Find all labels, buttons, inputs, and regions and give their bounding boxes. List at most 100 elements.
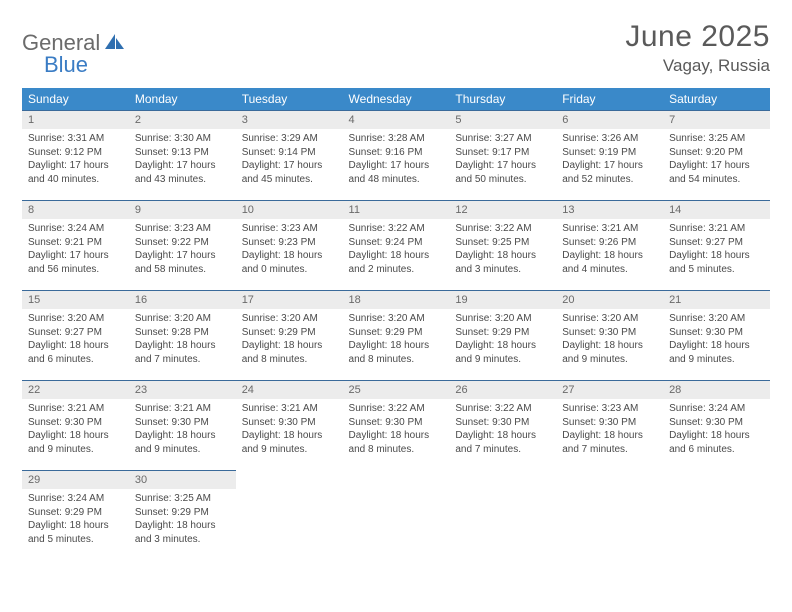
day-number: 24 <box>236 381 343 399</box>
daylight-text: Daylight: 18 hours and 7 minutes. <box>135 339 230 366</box>
sunrise-text: Sunrise: 3:22 AM <box>349 402 444 416</box>
day-details: Sunrise: 3:20 AMSunset: 9:27 PMDaylight:… <box>22 309 129 372</box>
calendar-cell <box>663 471 770 561</box>
day-details: Sunrise: 3:20 AMSunset: 9:28 PMDaylight:… <box>129 309 236 372</box>
calendar-cell: 7Sunrise: 3:25 AMSunset: 9:20 PMDaylight… <box>663 111 770 201</box>
daylight-text: Daylight: 17 hours and 50 minutes. <box>455 159 550 186</box>
sunset-text: Sunset: 9:17 PM <box>455 146 550 160</box>
day-details: Sunrise: 3:26 AMSunset: 9:19 PMDaylight:… <box>556 129 663 192</box>
daylight-text: Daylight: 18 hours and 8 minutes. <box>349 429 444 456</box>
daylight-text: Daylight: 18 hours and 9 minutes. <box>242 429 337 456</box>
sunrise-text: Sunrise: 3:30 AM <box>135 132 230 146</box>
day-number: 2 <box>129 111 236 129</box>
calendar-cell: 25Sunrise: 3:22 AMSunset: 9:30 PMDayligh… <box>343 381 450 471</box>
sunrise-text: Sunrise: 3:23 AM <box>562 402 657 416</box>
calendar-cell: 8 Sunrise: 3:24 AMSunset: 9:21 PMDaylight… <box>22 201 129 291</box>
sunset-text: Sunset: 9:12 PM <box>28 146 123 160</box>
sunset-text: Sunset: 9:29 PM <box>242 326 337 340</box>
calendar-table: Sunday Monday Tuesday Wednesday Thursday… <box>22 88 770 561</box>
sunrise-text: Sunrise: 3:21 AM <box>562 222 657 236</box>
weekday-header: Wednesday <box>343 88 450 111</box>
calendar-cell <box>236 471 343 561</box>
day-number: 8 <box>22 201 129 219</box>
daylight-text: Daylight: 18 hours and 0 minutes. <box>242 249 337 276</box>
day-number: 21 <box>663 291 770 309</box>
calendar-cell: 17Sunrise: 3:20 AMSunset: 9:29 PMDayligh… <box>236 291 343 381</box>
calendar-cell: 1Sunrise: 3:31 AMSunset: 9:12 PMDaylight… <box>22 111 129 201</box>
sunset-text: Sunset: 9:25 PM <box>455 236 550 250</box>
daylight-text: Daylight: 17 hours and 56 minutes. <box>28 249 123 276</box>
sunrise-text: Sunrise: 3:28 AM <box>349 132 444 146</box>
month-title: June 2025 <box>625 20 770 54</box>
sunrise-text: Sunrise: 3:24 AM <box>28 492 123 506</box>
sunset-text: Sunset: 9:16 PM <box>349 146 444 160</box>
sunrise-text: Sunrise: 3:20 AM <box>28 312 123 326</box>
daylight-text: Daylight: 18 hours and 9 minutes. <box>455 339 550 366</box>
sunrise-text: Sunrise: 3:25 AM <box>135 492 230 506</box>
day-details: Sunrise: 3:23 AMSunset: 9:23 PMDaylight:… <box>236 219 343 282</box>
sunset-text: Sunset: 9:29 PM <box>28 506 123 520</box>
calendar-cell: 5Sunrise: 3:27 AMSunset: 9:17 PMDaylight… <box>449 111 556 201</box>
day-details: Sunrise: 3:20 AMSunset: 9:30 PMDaylight:… <box>663 309 770 372</box>
day-number: 13 <box>556 201 663 219</box>
daylight-text: Daylight: 18 hours and 9 minutes. <box>669 339 764 366</box>
brand-text-blue-wrap: Blue <box>44 52 88 78</box>
calendar-cell: 28Sunrise: 3:24 AMSunset: 9:30 PMDayligh… <box>663 381 770 471</box>
weekday-header: Thursday <box>449 88 556 111</box>
daylight-text: Daylight: 18 hours and 5 minutes. <box>28 519 123 546</box>
sunset-text: Sunset: 9:30 PM <box>28 416 123 430</box>
day-number: 18 <box>343 291 450 309</box>
sunset-text: Sunset: 9:29 PM <box>455 326 550 340</box>
day-number: 22 <box>22 381 129 399</box>
calendar-cell: 20Sunrise: 3:20 AMSunset: 9:30 PMDayligh… <box>556 291 663 381</box>
weekday-header-row: Sunday Monday Tuesday Wednesday Thursday… <box>22 88 770 111</box>
calendar-week-row: 1Sunrise: 3:31 AMSunset: 9:12 PMDaylight… <box>22 111 770 201</box>
day-details: Sunrise: 3:23 AMSunset: 9:30 PMDaylight:… <box>556 399 663 462</box>
sunset-text: Sunset: 9:30 PM <box>562 416 657 430</box>
day-number: 4 <box>343 111 450 129</box>
weekday-header: Tuesday <box>236 88 343 111</box>
sunset-text: Sunset: 9:29 PM <box>135 506 230 520</box>
sunset-text: Sunset: 9:22 PM <box>135 236 230 250</box>
day-details: Sunrise: 3:20 AMSunset: 9:29 PMDaylight:… <box>236 309 343 372</box>
calendar-cell: 24Sunrise: 3:21 AMSunset: 9:30 PMDayligh… <box>236 381 343 471</box>
calendar-cell: 6Sunrise: 3:26 AMSunset: 9:19 PMDaylight… <box>556 111 663 201</box>
sunset-text: Sunset: 9:28 PM <box>135 326 230 340</box>
sunrise-text: Sunrise: 3:21 AM <box>242 402 337 416</box>
day-details: Sunrise: 3:22 AMSunset: 9:24 PMDaylight:… <box>343 219 450 282</box>
sunrise-text: Sunrise: 3:22 AM <box>455 402 550 416</box>
sunrise-text: Sunrise: 3:24 AM <box>28 222 123 236</box>
daylight-text: Daylight: 17 hours and 58 minutes. <box>135 249 230 276</box>
sunset-text: Sunset: 9:30 PM <box>669 326 764 340</box>
page-header: General June 2025 Vagay, Russia <box>22 20 770 76</box>
calendar-week-row: 8Sunrise: 3:24 AMSunset: 9:21 PMDaylight… <box>22 201 770 291</box>
day-number: 7 <box>663 111 770 129</box>
daylight-text: Daylight: 17 hours and 40 minutes. <box>28 159 123 186</box>
sunset-text: Sunset: 9:23 PM <box>242 236 337 250</box>
sunset-text: Sunset: 9:30 PM <box>562 326 657 340</box>
day-number: 23 <box>129 381 236 399</box>
day-number: 17 <box>236 291 343 309</box>
day-details: Sunrise: 3:21 AMSunset: 9:26 PMDaylight:… <box>556 219 663 282</box>
calendar-cell: 13Sunrise: 3:21 AMSunset: 9:26 PMDayligh… <box>556 201 663 291</box>
calendar-cell: 27Sunrise: 3:23 AMSunset: 9:30 PMDayligh… <box>556 381 663 471</box>
daylight-text: Daylight: 18 hours and 9 minutes. <box>28 429 123 456</box>
sunrise-text: Sunrise: 3:20 AM <box>669 312 764 326</box>
sunset-text: Sunset: 9:21 PM <box>28 236 123 250</box>
sunset-text: Sunset: 9:13 PM <box>135 146 230 160</box>
daylight-text: Daylight: 18 hours and 8 minutes. <box>349 339 444 366</box>
sunset-text: Sunset: 9:27 PM <box>28 326 123 340</box>
day-details: Sunrise: 3:23 AMSunset: 9:22 PMDaylight:… <box>129 219 236 282</box>
title-block: June 2025 Vagay, Russia <box>625 20 770 76</box>
day-number: 30 <box>129 471 236 489</box>
calendar-cell: 30Sunrise: 3:25 AMSunset: 9:29 PMDayligh… <box>129 471 236 561</box>
day-number: 25 <box>343 381 450 399</box>
day-details: Sunrise: 3:28 AMSunset: 9:16 PMDaylight:… <box>343 129 450 192</box>
sunrise-text: Sunrise: 3:27 AM <box>455 132 550 146</box>
sunrise-text: Sunrise: 3:20 AM <box>562 312 657 326</box>
daylight-text: Daylight: 17 hours and 52 minutes. <box>562 159 657 186</box>
day-number: 29 <box>22 471 129 489</box>
day-number: 11 <box>343 201 450 219</box>
day-details: Sunrise: 3:22 AMSunset: 9:25 PMDaylight:… <box>449 219 556 282</box>
sunrise-text: Sunrise: 3:20 AM <box>135 312 230 326</box>
